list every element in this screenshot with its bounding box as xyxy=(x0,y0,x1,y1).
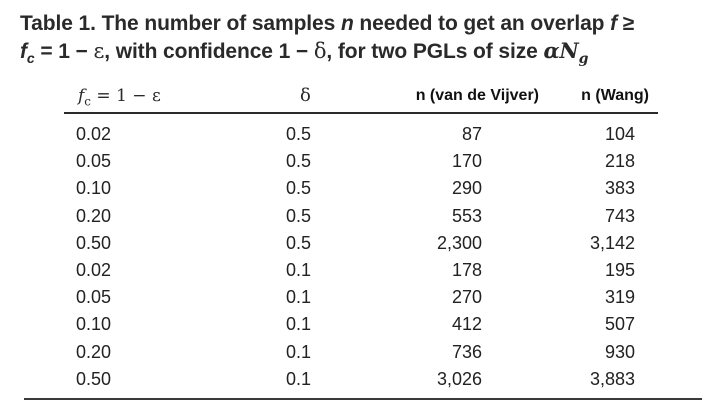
cell-fc: 0.20 xyxy=(76,341,112,362)
cell-delta: 0.5 xyxy=(286,178,312,199)
cell-n-van-de-vijver: 178 xyxy=(451,260,482,280)
table-row: 0.20 0.1 736 930 xyxy=(0,339,708,366)
cell-delta: 0.1 xyxy=(286,368,312,389)
caption-N: N xyxy=(559,38,579,63)
cell-n-wang: 195 xyxy=(604,260,635,280)
cell-n-van-de-vijver: 290 xyxy=(451,178,482,199)
caption-n-symbol: n xyxy=(340,12,354,35)
caption-fc-sub: c xyxy=(26,50,35,67)
cell-delta: 0.1 xyxy=(286,287,312,308)
cell-fc: 0.10 xyxy=(76,314,112,335)
caption-rest: , for two PGLs of size xyxy=(326,40,544,63)
header-n-wang: n (Wang) xyxy=(581,87,649,104)
caption-mid: needed to get an overlap xyxy=(353,12,611,35)
cell-n-van-de-vijver: 270 xyxy=(451,287,482,308)
cell-fc: 0.50 xyxy=(76,368,112,389)
cell-n-van-de-vijver: 553 xyxy=(451,205,482,226)
table-row: 0.02 0.5 87 104 xyxy=(0,121,708,148)
caption-alpha: α xyxy=(543,38,560,63)
table-row: 0.20 0.5 553 743 xyxy=(0,203,708,230)
table-row: 0.05 0.5 170 218 xyxy=(0,148,708,175)
table-row: 0.10 0.1 412 507 xyxy=(0,311,708,338)
cell-n-wang: 3,883 xyxy=(589,368,635,389)
cell-fc: 0.05 xyxy=(76,287,112,308)
table-row: 0.50 0.1 3,026 3,883 xyxy=(0,366,708,393)
cell-n-van-de-vijver: 87 xyxy=(461,124,482,144)
header-fc-sub: c xyxy=(84,94,92,109)
cell-n-van-de-vijver: 170 xyxy=(451,151,482,172)
cell-n-wang: 930 xyxy=(604,341,635,362)
cell-n-wang: 319 xyxy=(604,287,635,308)
cell-n-wang: 3,142 xyxy=(589,232,635,253)
table-bottom-rule xyxy=(24,398,702,400)
caption-f-symbol: f xyxy=(610,12,618,35)
caption-epsilon: ε xyxy=(93,39,105,63)
cell-fc: 0.05 xyxy=(76,151,112,172)
cell-n-van-de-vijver: 3,026 xyxy=(436,368,482,389)
cell-delta: 0.1 xyxy=(286,341,312,362)
header-fc: fc = 1 − ε xyxy=(78,82,161,110)
table-row: 0.05 0.1 270 319 xyxy=(0,284,708,311)
cell-fc: 0.02 xyxy=(76,124,112,144)
cell-n-wang: 104 xyxy=(604,124,635,144)
cell-n-van-de-vijver: 2,300 xyxy=(436,232,482,253)
header-fc-f: f xyxy=(78,86,85,106)
caption-confidence: , with confidence 1 − xyxy=(104,40,314,63)
cell-n-wang: 507 xyxy=(604,314,635,335)
caption-geq: ≥ xyxy=(617,12,635,35)
table-caption: Table 1. The number of samples n needed … xyxy=(20,10,700,73)
cell-n-wang: 743 xyxy=(604,205,635,226)
cell-delta: 0.5 xyxy=(286,151,312,172)
cell-delta: 0.5 xyxy=(286,232,312,253)
cell-fc: 0.50 xyxy=(76,232,112,253)
cell-delta: 0.5 xyxy=(286,205,312,226)
cell-delta: 0.1 xyxy=(286,314,312,335)
cell-fc: 0.10 xyxy=(76,178,112,199)
cell-delta: 0.1 xyxy=(286,260,312,280)
table-row: 0.02 0.1 178 195 xyxy=(0,257,708,284)
cell-fc: 0.20 xyxy=(76,205,112,226)
header-rule xyxy=(64,112,658,114)
table-row: 0.50 0.5 2,300 3,142 xyxy=(0,230,708,257)
cell-fc: 0.02 xyxy=(76,260,112,280)
caption-delta: δ xyxy=(313,39,327,63)
cell-n-van-de-vijver: 412 xyxy=(451,314,482,335)
cell-n-wang: 383 xyxy=(604,178,635,199)
cell-n-wang: 218 xyxy=(604,151,635,172)
caption-eq: = 1 − xyxy=(34,40,94,63)
cell-delta: 0.5 xyxy=(286,124,312,144)
caption-fc-f: f xyxy=(20,40,27,63)
header-n-van-de-vijver: n (van de Vijver) xyxy=(415,87,539,104)
caption-line-1: Table 1. The number of samples n needed … xyxy=(20,10,700,37)
caption-line-2: fc = 1 − ε, with confidence 1 − δ, for t… xyxy=(20,37,700,73)
header-fc-rest: = 1 − ε xyxy=(91,86,161,106)
caption-g-sub: g xyxy=(578,51,589,68)
table-row: 0.10 0.5 290 383 xyxy=(0,175,708,202)
cell-n-van-de-vijver: 736 xyxy=(451,341,482,362)
caption-prefix: Table 1. The number of samples xyxy=(20,12,341,35)
